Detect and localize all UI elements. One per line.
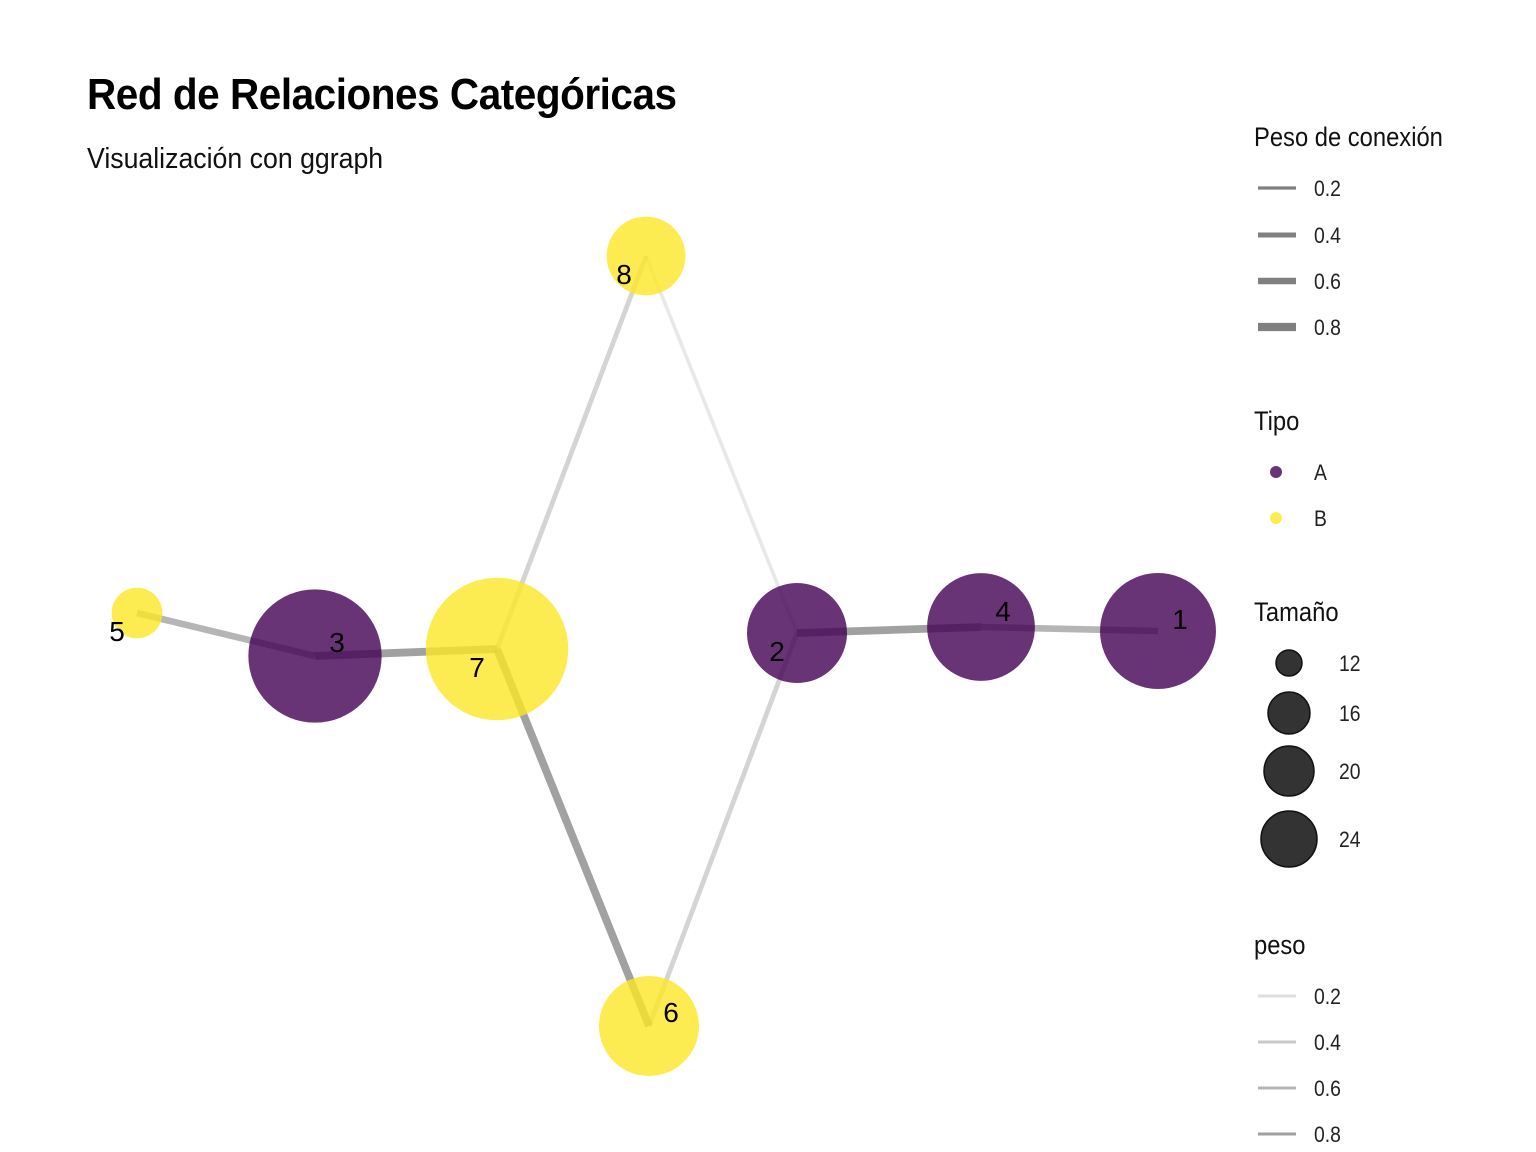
- legend-keys-layer: [1258, 186, 1318, 1136]
- legend-type-title: Tipo: [1254, 406, 1300, 436]
- node-5: [111, 587, 163, 639]
- legend-size-key-1: [1275, 649, 1303, 677]
- nodes-layer: [111, 216, 1216, 1076]
- node-label-7: 7: [469, 652, 485, 683]
- node-label-3: 3: [329, 627, 345, 658]
- legend-size-label-3: 20: [1339, 759, 1361, 784]
- node-label-6: 6: [663, 997, 679, 1028]
- legend-size-key-4: [1260, 810, 1318, 868]
- chart-title: Red de Relaciones Categóricas: [87, 70, 677, 119]
- node-label-4: 4: [995, 596, 1011, 627]
- legend-weight-label-4: 0.8: [1314, 315, 1341, 340]
- edge-8-2: [644, 255, 799, 634]
- node-2: [747, 583, 847, 683]
- legend-size-title: Tamaño: [1254, 597, 1339, 627]
- legend-size-key-3: [1263, 745, 1315, 797]
- node-label-1: 1: [1172, 604, 1188, 635]
- legend-size-label-2: 16: [1339, 701, 1361, 726]
- node-8: [606, 216, 686, 296]
- legend-weight-label-1: 0.2: [1314, 176, 1341, 201]
- legend-alpha-title: peso: [1254, 930, 1306, 960]
- legend-weight-label-2: 0.4: [1314, 223, 1341, 248]
- legend-type-key-b: [1270, 512, 1282, 524]
- legend-size-label-1: 12: [1339, 651, 1361, 676]
- legend-size-label-4: 24: [1339, 827, 1361, 852]
- legend-size-key-2: [1267, 691, 1311, 735]
- edge-2-6: [646, 632, 800, 1027]
- node-labels-layer: 1 2 3 4 5 6 7 8: [109, 259, 1188, 1028]
- node-6: [599, 976, 699, 1076]
- legend-type-label-b: B: [1314, 506, 1327, 531]
- legend-alpha-label-1: 0.2: [1314, 984, 1341, 1009]
- chart-subtitle: Visualización con ggraph: [87, 143, 384, 175]
- node-7: [425, 577, 569, 721]
- legend-alpha-label-2: 0.4: [1314, 1030, 1341, 1055]
- legend-weight-title: Peso de conexión: [1254, 122, 1443, 152]
- node-3: [248, 589, 382, 723]
- node-1: [1100, 573, 1216, 689]
- node-4: [927, 573, 1035, 681]
- legend-type-key-a: [1270, 466, 1282, 478]
- legend-alpha-label-3: 0.6: [1314, 1076, 1341, 1101]
- node-label-8: 8: [616, 259, 632, 290]
- legend-weight-label-3: 0.6: [1314, 269, 1341, 294]
- node-label-5: 5: [109, 616, 125, 647]
- legend-alpha-label-4: 0.8: [1314, 1122, 1341, 1147]
- node-label-2: 2: [769, 636, 785, 667]
- legend-type-label-a: A: [1314, 460, 1327, 485]
